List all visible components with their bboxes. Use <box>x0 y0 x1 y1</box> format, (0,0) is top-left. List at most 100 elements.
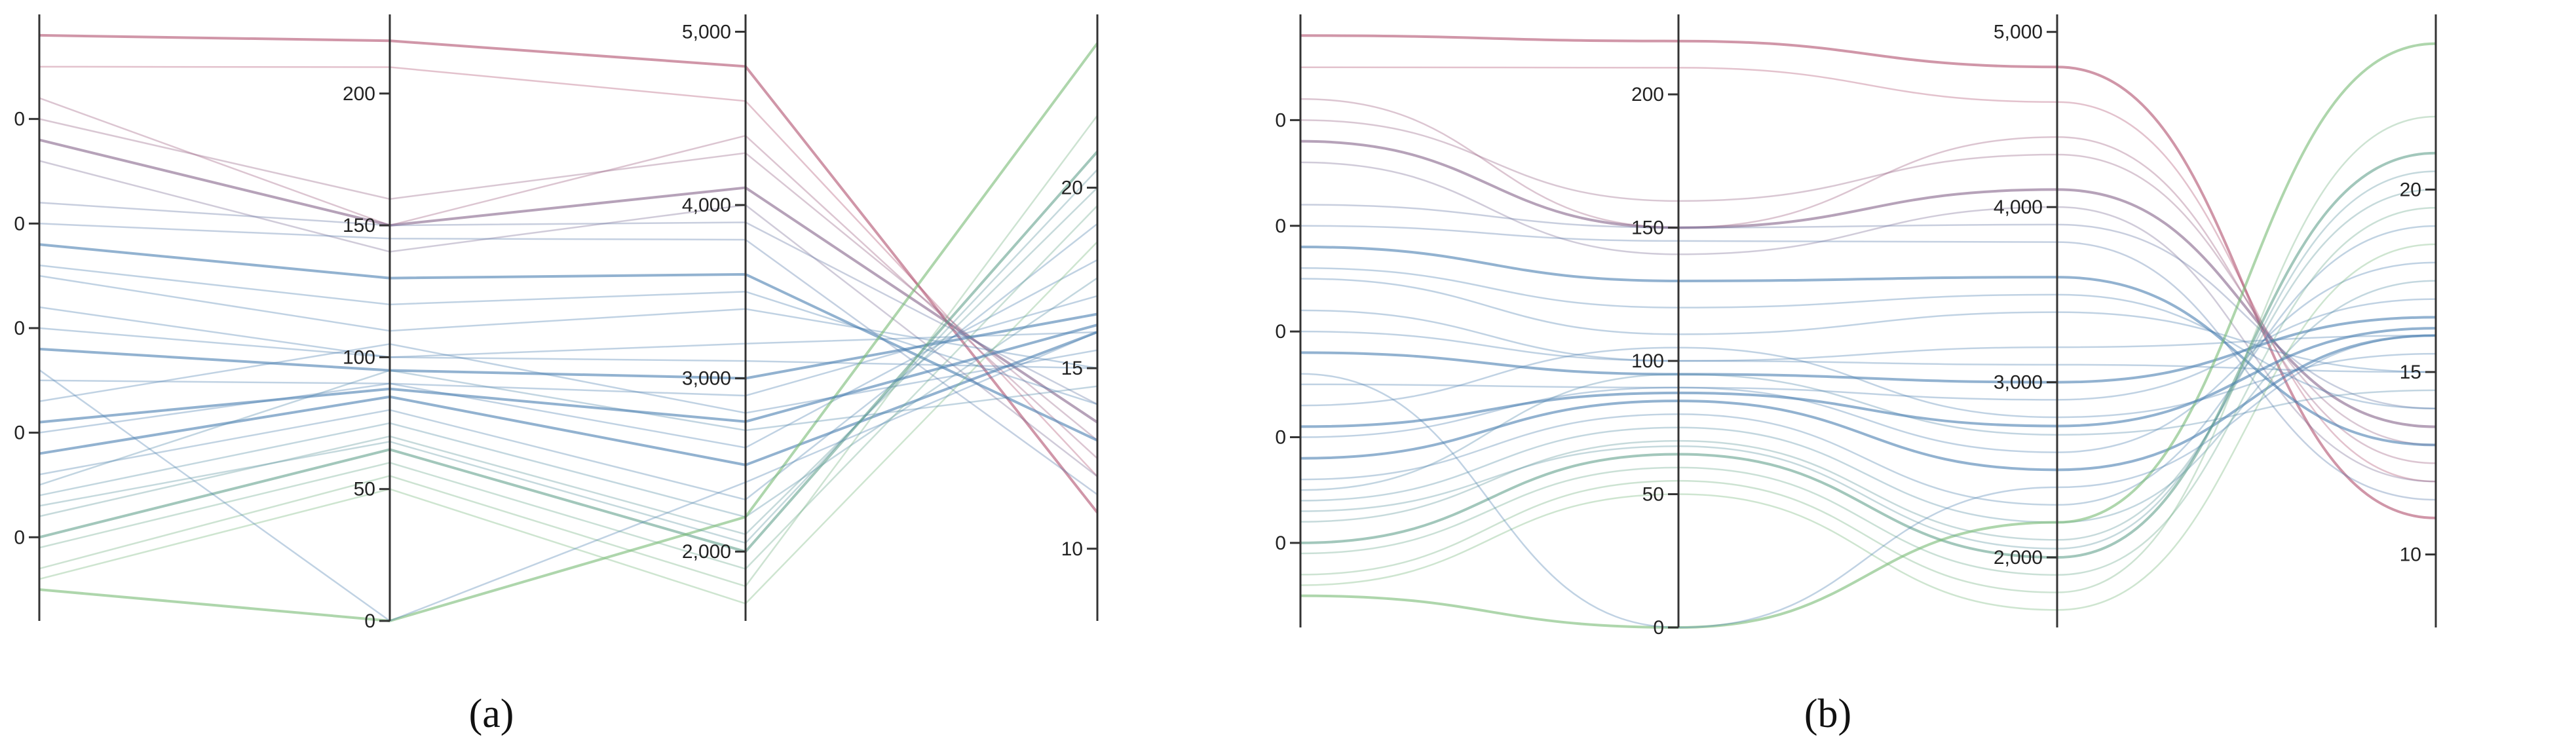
tick-label: 4,000 <box>1994 196 2043 218</box>
tick-label: 0 <box>1275 532 1286 554</box>
tick-label: 100 <box>1631 350 1664 372</box>
series-line <box>39 65 1098 477</box>
series-line <box>39 277 1098 518</box>
panel-b-caption: (b) <box>1804 692 1851 736</box>
tick-label: 15 <box>1061 358 1083 379</box>
panel-a-polylines <box>39 33 1099 623</box>
tick-label: 200 <box>1631 84 1664 105</box>
series-line <box>1300 170 2436 550</box>
series-line <box>39 202 1098 405</box>
series-line <box>39 138 1099 424</box>
tick-label: 4,000 <box>682 195 731 216</box>
series-line <box>39 327 1098 369</box>
tick-label: 200 <box>343 83 375 105</box>
tick-label: 150 <box>343 215 375 236</box>
tick-label: 3,000 <box>1994 372 2043 394</box>
series-line <box>39 295 1098 397</box>
series-line <box>39 343 1098 414</box>
tick-label: 0 <box>14 422 25 444</box>
tick-label: 20 <box>1061 177 1083 199</box>
tick-label: 20 <box>2400 179 2421 200</box>
tick-label: 2,000 <box>682 541 731 563</box>
series-line <box>1300 42 2436 629</box>
tick-label: 0 <box>1275 321 1286 343</box>
series-line <box>1300 151 2436 559</box>
series-line <box>39 223 1098 496</box>
tick-label: 5,000 <box>682 21 731 43</box>
series-line <box>39 241 1098 605</box>
series-line <box>39 312 1098 380</box>
series-line <box>39 274 1098 369</box>
series-line <box>39 115 1099 587</box>
series-line <box>39 118 1098 441</box>
series-line <box>1300 204 2436 409</box>
panel-a: 0 0 0 0 0 0 50 100 150 200 2,000 3,000 4,000 5,000 10 1… <box>14 14 1099 736</box>
tick-label: 0 <box>14 109 25 130</box>
series-line <box>39 259 1098 449</box>
series-line <box>1300 119 2436 446</box>
series-line <box>1300 189 2436 541</box>
tick-label: 0 <box>1275 215 1286 237</box>
series-line <box>39 306 1098 358</box>
tick-label: 0 <box>1653 617 1664 639</box>
series-line <box>39 42 1099 623</box>
series-line <box>39 331 1098 466</box>
series-line <box>1300 298 2436 401</box>
series-line <box>39 160 1098 477</box>
tick-label: 50 <box>354 479 375 500</box>
series-line <box>1300 34 2436 519</box>
series-line <box>39 97 1098 459</box>
tick-label: 0 <box>14 318 25 339</box>
series-line <box>39 187 1098 536</box>
tick-label: 50 <box>1642 484 1664 506</box>
series-line <box>1300 243 2436 611</box>
tick-label: 3,000 <box>682 368 731 390</box>
tick-label: 0 <box>364 610 375 632</box>
series-line <box>1300 66 2436 483</box>
tick-label: 15 <box>2400 362 2421 383</box>
series-line <box>1300 316 2436 384</box>
series-line <box>1300 373 2436 491</box>
series-line <box>39 33 1099 513</box>
series-line <box>39 369 1098 486</box>
series-line <box>1300 278 2436 373</box>
tick-label: 5,000 <box>1994 22 2043 43</box>
series-line <box>39 223 1098 501</box>
series-line <box>1300 246 2436 447</box>
series-line <box>1300 330 2436 373</box>
series-line <box>1300 327 2436 428</box>
panel-b-polylines <box>1300 34 2436 629</box>
tick-label: 10 <box>2400 544 2421 566</box>
panel-a-axes: 0 0 0 0 0 0 50 100 150 200 2,000 3,000 4,000 5,000 10 1… <box>14 14 1099 632</box>
series-line <box>39 205 1098 570</box>
series-line <box>1300 225 2436 501</box>
series-line <box>1300 267 2436 409</box>
tick-label: 10 <box>1061 538 1083 560</box>
panel-b-axes: 0 0 0 0 0 0 50 100 150 200 2,000 3,000 4,000 5,000 10 1… <box>1275 14 2437 639</box>
tick-label: 0 <box>1275 109 1286 131</box>
tick-label: 100 <box>343 346 375 368</box>
series-line <box>1300 334 2436 472</box>
series-line <box>39 264 1098 405</box>
series-line <box>1300 335 2436 629</box>
series-line <box>39 331 1098 622</box>
series-line <box>1300 261 2436 453</box>
panel-b: 0 0 0 0 0 0 50 100 150 200 2,000 3,000 4,000 5,000 10 1… <box>1275 14 2437 736</box>
tick-label: 0 <box>14 527 25 548</box>
series-line <box>39 169 1098 544</box>
series-line <box>1300 207 2436 576</box>
series-line <box>1300 280 2436 523</box>
series-line <box>1300 225 2436 506</box>
series-line <box>39 324 1098 424</box>
tick-label: 0 <box>14 213 25 234</box>
tick-label: 2,000 <box>1994 547 2043 569</box>
panel-a-caption: (a) <box>469 692 514 736</box>
series-line <box>1300 309 2436 362</box>
series-line <box>39 151 1099 553</box>
tick-label: 0 <box>1275 427 1286 449</box>
tick-label: 150 <box>1631 217 1664 239</box>
series-line <box>39 243 1098 442</box>
series-line <box>1300 115 2436 593</box>
series-line <box>1300 346 2436 419</box>
